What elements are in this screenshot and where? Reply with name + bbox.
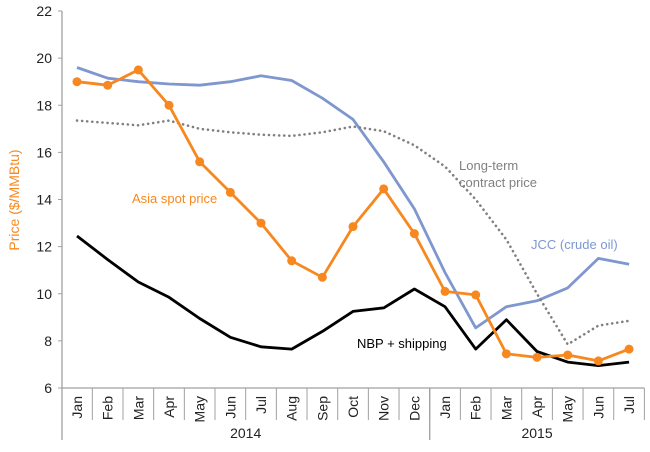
y-tick-label: 8 bbox=[44, 333, 52, 349]
y-tick-label: 22 bbox=[36, 3, 52, 19]
data-point-asia-spot-price bbox=[471, 290, 481, 300]
x-tick-label: Jul bbox=[621, 396, 637, 414]
x-tick-label: Oct bbox=[345, 396, 361, 418]
y-tick-label: 20 bbox=[36, 50, 52, 66]
x-tick-label: Mar bbox=[498, 396, 514, 420]
data-point-asia-spot-price bbox=[379, 184, 389, 194]
data-point-asia-spot-price bbox=[440, 286, 450, 296]
data-point-asia-spot-price bbox=[225, 187, 235, 197]
x-tick-label: May bbox=[560, 396, 576, 422]
annotation-ltc-line2: contract price bbox=[459, 175, 537, 190]
x-tick-label: Mar bbox=[130, 396, 146, 420]
series-line-asia-spot-price bbox=[76, 68, 630, 363]
x-tick-label: Apr bbox=[161, 396, 177, 418]
data-point-asia-spot-price bbox=[624, 344, 634, 354]
x-tick-label: Feb bbox=[100, 396, 116, 420]
data-point-asia-spot-price bbox=[317, 272, 327, 282]
series-line-jcc-crude-oil bbox=[76, 66, 630, 330]
series-group bbox=[72, 65, 634, 368]
data-point-asia-spot-price bbox=[103, 80, 113, 90]
annotation-nbp: NBP + shipping bbox=[357, 336, 447, 351]
year-label: 2014 bbox=[230, 425, 261, 441]
data-point-asia-spot-price bbox=[195, 157, 205, 167]
y-tick-label: 10 bbox=[36, 286, 52, 302]
y-axis-label: Price ($/MMBtu) bbox=[6, 149, 22, 250]
data-point-asia-spot-price bbox=[563, 350, 573, 360]
data-point-asia-spot-price bbox=[532, 352, 542, 362]
y-tick-label: 16 bbox=[36, 144, 52, 160]
data-point-asia-spot-price bbox=[133, 65, 143, 75]
data-point-asia-spot-price bbox=[256, 218, 266, 228]
x-tick-label: Nov bbox=[376, 396, 392, 421]
annotation-ltc-line1: Long-term bbox=[459, 158, 518, 173]
annotation-asia-spot: Asia spot price bbox=[132, 191, 217, 206]
y-tick-label: 6 bbox=[44, 380, 52, 396]
x-tick-label: May bbox=[192, 396, 208, 422]
y-tick-label: 12 bbox=[36, 239, 52, 255]
x-tick-label: Jun bbox=[222, 396, 238, 419]
year-label: 2015 bbox=[521, 425, 552, 441]
x-tick-label: Dec bbox=[406, 396, 422, 421]
axes: 6 8 10 12 14 16 18 20 22 Jan Feb Mar Apr May Jun Jul Aug… bbox=[36, 3, 645, 441]
data-point-asia-spot-price bbox=[164, 100, 174, 110]
data-point-asia-spot-price bbox=[72, 77, 82, 87]
data-point-asia-spot-price bbox=[501, 349, 511, 359]
data-point-asia-spot-price bbox=[593, 356, 603, 366]
x-tick-label: Jan bbox=[69, 396, 85, 419]
data-point-asia-spot-price bbox=[348, 222, 358, 232]
series-line-long-term-contract-price bbox=[75, 119, 631, 346]
x-tick-label: Aug bbox=[284, 396, 300, 421]
annotation-jcc: JCC (crude oil) bbox=[531, 237, 618, 252]
x-tick-label: Jan bbox=[437, 396, 453, 419]
data-point-asia-spot-price bbox=[287, 256, 297, 266]
x-tick-label: Apr bbox=[529, 396, 545, 418]
y-tick-label: 18 bbox=[36, 97, 52, 113]
x-tick-label: Feb bbox=[468, 396, 484, 420]
x-tick-label: Jul bbox=[253, 396, 269, 414]
x-tick-label: Sep bbox=[314, 396, 330, 421]
data-point-asia-spot-price bbox=[409, 229, 419, 239]
series-line-nbp-shipping bbox=[76, 234, 630, 368]
x-tick-label: Jun bbox=[590, 396, 606, 419]
y-tick-label: 14 bbox=[36, 192, 52, 208]
